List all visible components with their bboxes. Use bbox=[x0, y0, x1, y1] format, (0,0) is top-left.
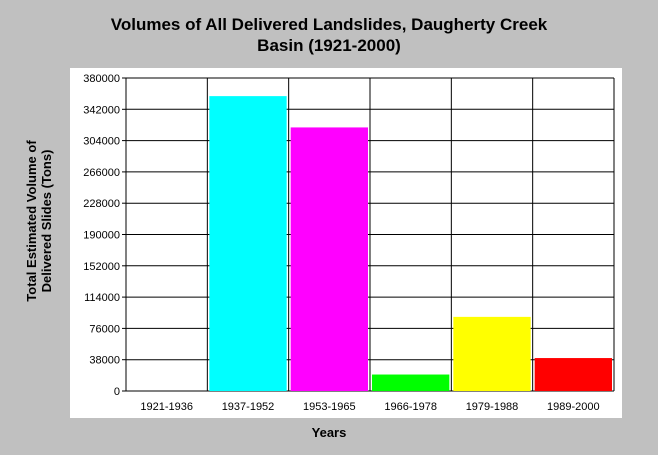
y-tick-label: 380000 bbox=[83, 73, 120, 85]
y-tick-label: 228000 bbox=[83, 198, 120, 210]
x-tick-label: 1937-1952 bbox=[222, 401, 275, 413]
x-tick-label: 1979-1988 bbox=[466, 401, 519, 413]
chart-title: Volumes of All Delivered Landslides, Dau… bbox=[0, 14, 658, 56]
bar-1953-1965 bbox=[290, 127, 368, 391]
bar-1937-1952 bbox=[209, 96, 287, 391]
chart-title-line-2: Basin (1921-2000) bbox=[257, 36, 401, 55]
y-tick-label: 190000 bbox=[83, 230, 120, 242]
bar-1966-1978 bbox=[372, 374, 450, 391]
x-tick-label: 1989-2000 bbox=[547, 401, 600, 413]
bar-1979-1988 bbox=[453, 316, 531, 391]
y-tick-label: 304000 bbox=[83, 136, 120, 148]
x-axis-label: Years bbox=[311, 425, 347, 440]
y-tick-label: 342000 bbox=[83, 104, 120, 116]
chart-title-line-1: Volumes of All Delivered Landslides, Dau… bbox=[110, 15, 548, 34]
y-tick-label: 114000 bbox=[84, 292, 120, 304]
bar-1989-2000 bbox=[534, 358, 612, 391]
x-tick-label: 1966-1978 bbox=[384, 401, 437, 413]
y-tick-label: 266000 bbox=[83, 167, 120, 179]
y-tick-label: 0 bbox=[114, 386, 120, 398]
y-tick-label: 152000 bbox=[83, 261, 120, 273]
x-tick-label: 1953-1965 bbox=[303, 401, 356, 413]
y-tick-label: 76000 bbox=[89, 323, 120, 335]
y-tick-label: 38000 bbox=[89, 355, 120, 367]
x-tick-label: 1921-1936 bbox=[140, 401, 193, 413]
